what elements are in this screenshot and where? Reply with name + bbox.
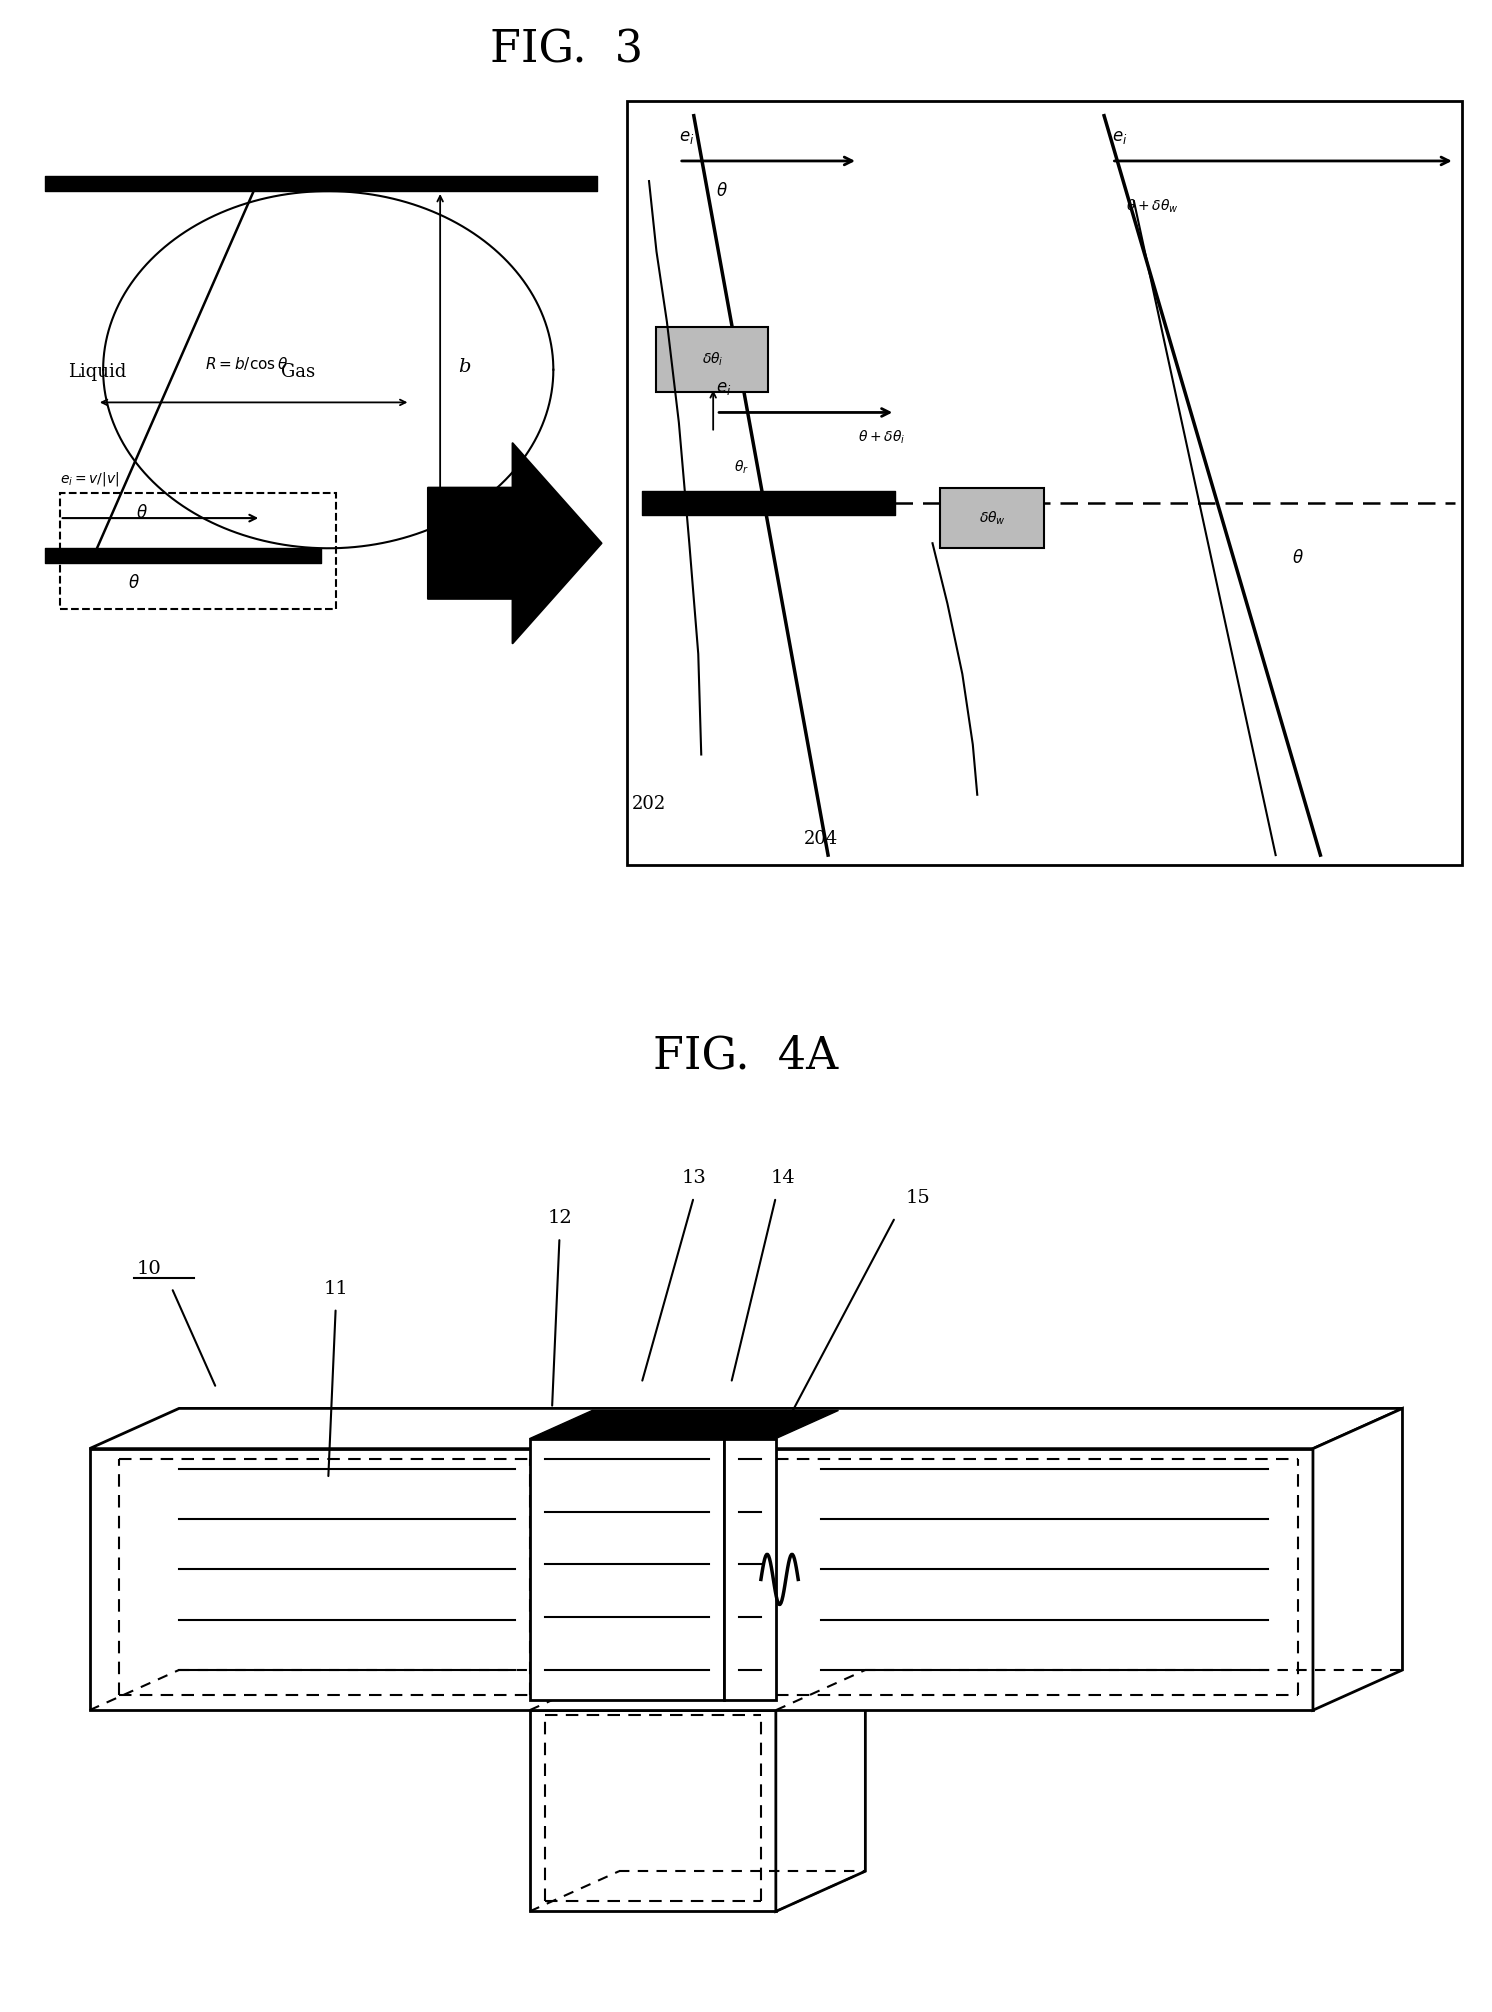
Text: $e_i = v/|v|$: $e_i = v/|v|$ bbox=[60, 471, 119, 489]
Polygon shape bbox=[530, 1670, 865, 1710]
Bar bbox=[60, 493, 336, 610]
Bar bbox=[530, 1439, 724, 1700]
Polygon shape bbox=[90, 1449, 1313, 1710]
Text: $\theta$: $\theta$ bbox=[136, 505, 148, 521]
Polygon shape bbox=[530, 1710, 776, 1911]
Polygon shape bbox=[724, 1410, 839, 1439]
Text: $\delta\theta_w$: $\delta\theta_w$ bbox=[979, 509, 1006, 527]
Text: FIG.  3: FIG. 3 bbox=[491, 28, 643, 72]
FancyBboxPatch shape bbox=[656, 326, 768, 392]
Text: $e_i$: $e_i$ bbox=[1112, 129, 1126, 147]
Polygon shape bbox=[1313, 1408, 1402, 1710]
Text: $\delta\theta_i$: $\delta\theta_i$ bbox=[703, 350, 724, 368]
Text: $e_i$: $e_i$ bbox=[716, 380, 731, 398]
Bar bbox=[724, 1439, 776, 1700]
Text: $R = b/\cos\theta$: $R = b/\cos\theta$ bbox=[204, 356, 288, 372]
Polygon shape bbox=[776, 1670, 865, 1911]
Polygon shape bbox=[530, 1410, 786, 1439]
Text: 15: 15 bbox=[906, 1189, 930, 1207]
Text: $\theta$: $\theta$ bbox=[128, 575, 140, 592]
Text: Gas: Gas bbox=[282, 364, 315, 380]
Text: 11: 11 bbox=[324, 1280, 348, 1298]
Text: $e_i$: $e_i$ bbox=[679, 129, 694, 147]
Text: $\theta$: $\theta$ bbox=[716, 183, 728, 199]
Text: $\theta$: $\theta$ bbox=[1292, 549, 1304, 567]
Text: $\theta+\delta\theta_i$: $\theta+\delta\theta_i$ bbox=[858, 429, 906, 447]
Text: 202: 202 bbox=[633, 795, 665, 813]
FancyArrowPatch shape bbox=[428, 443, 601, 644]
Text: 14: 14 bbox=[771, 1169, 795, 1187]
Text: $\theta_r$: $\theta_r$ bbox=[734, 459, 749, 477]
Text: b: b bbox=[458, 358, 470, 376]
Text: 13: 13 bbox=[682, 1169, 706, 1187]
Bar bbox=[627, 101, 1462, 865]
Text: 12: 12 bbox=[548, 1209, 571, 1227]
Polygon shape bbox=[90, 1408, 1402, 1449]
FancyBboxPatch shape bbox=[940, 489, 1044, 549]
Text: Liquid: Liquid bbox=[67, 364, 127, 380]
Text: 204: 204 bbox=[804, 831, 837, 847]
Text: 10: 10 bbox=[137, 1260, 161, 1278]
Text: FIG.  4A: FIG. 4A bbox=[653, 1034, 839, 1078]
Text: $\theta+\delta\theta_w$: $\theta+\delta\theta_w$ bbox=[1126, 197, 1179, 215]
